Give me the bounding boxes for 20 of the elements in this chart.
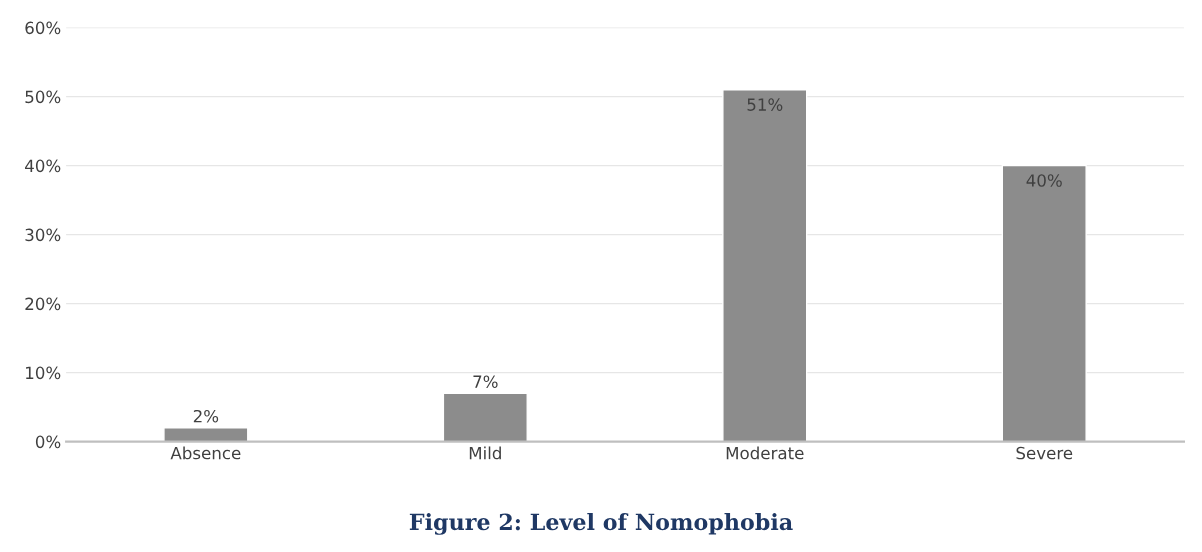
y-tick-label: 40% (25, 159, 61, 173)
x-tick-label: Moderate (726, 446, 804, 460)
data-label: 2% (193, 409, 219, 423)
x-tick-label: Absence (170, 446, 241, 460)
y-tick-label: 30% (25, 228, 61, 242)
bar (442, 392, 528, 442)
y-tick-label: 10% (26, 366, 61, 380)
data-label: 40% (1026, 174, 1062, 187)
text: Figure 2: Level of Nomophobia (409, 513, 793, 535)
x-tick-label: Severe (1016, 446, 1073, 460)
bar (1001, 164, 1087, 442)
y-tick-label: 60% (25, 21, 61, 35)
data-label: 7% (473, 375, 498, 388)
y-tick-label: 0% (35, 435, 61, 449)
bar (163, 427, 249, 442)
x-tick-label: Mild (469, 446, 501, 460)
y-tick-label: 20% (25, 297, 61, 311)
bar (722, 89, 808, 442)
y-tick-label: 50% (25, 90, 61, 104)
data-label: 51% (747, 98, 783, 111)
